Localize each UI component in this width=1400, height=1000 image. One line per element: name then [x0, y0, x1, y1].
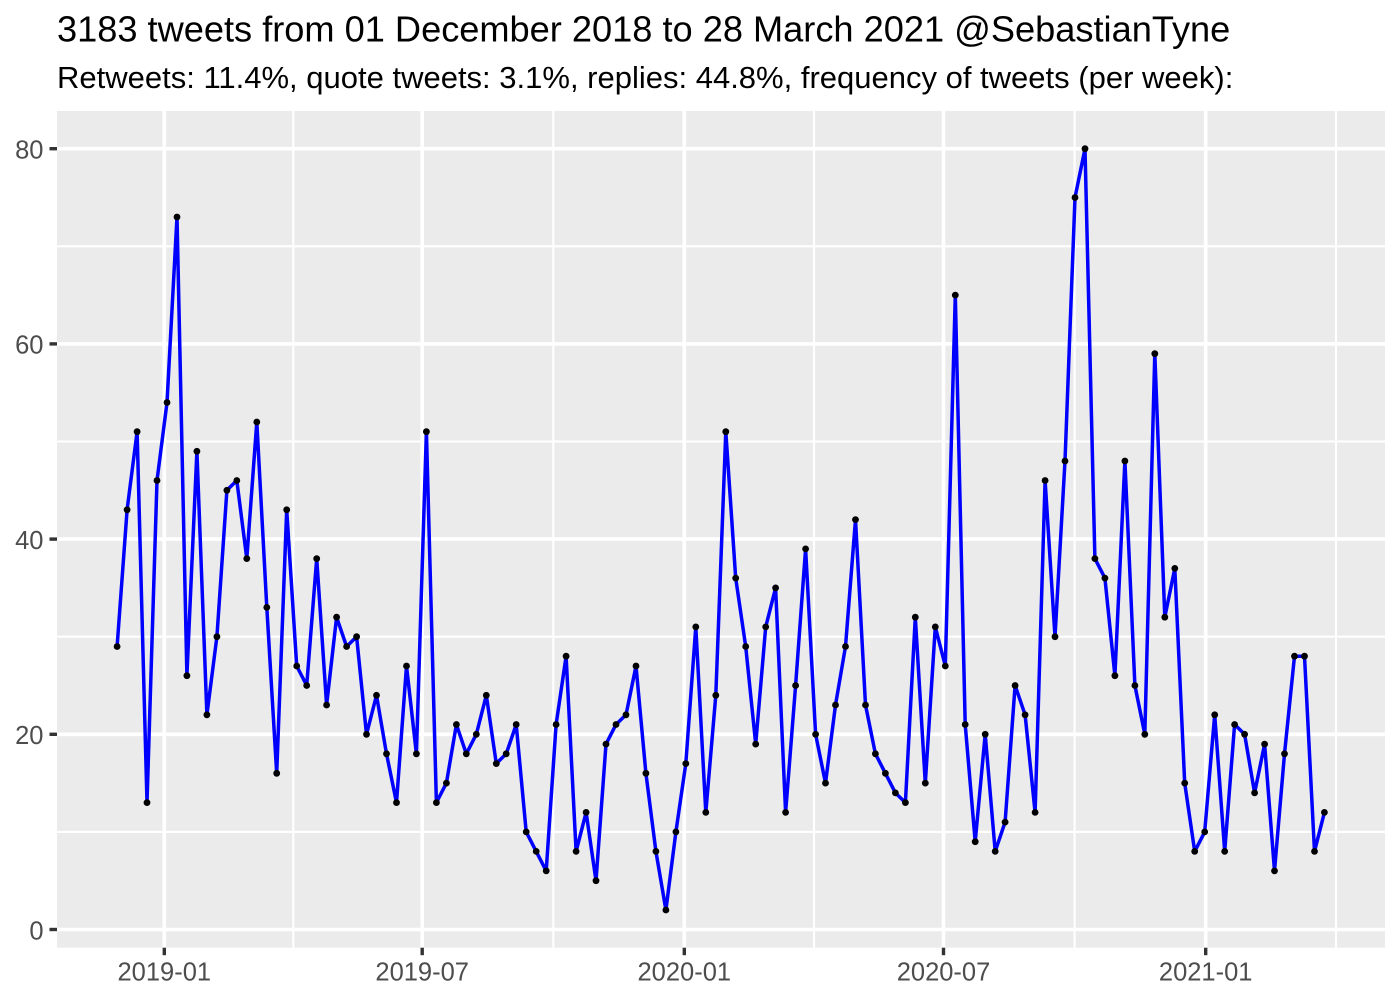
svg-text:Retweets: 11.4%, quote tweets:: Retweets: 11.4%, quote tweets: 3.1%, rep…	[57, 60, 1233, 95]
svg-text:2020-01: 2020-01	[638, 959, 732, 987]
svg-text:2021-01: 2021-01	[1159, 959, 1253, 987]
svg-text:20: 20	[15, 722, 43, 750]
svg-text:60: 60	[15, 332, 43, 360]
svg-text:2020-07: 2020-07	[897, 959, 991, 987]
svg-text:2019-01: 2019-01	[118, 959, 212, 987]
svg-text:80: 80	[15, 137, 43, 165]
svg-text:40: 40	[15, 527, 43, 555]
svg-text:0: 0	[29, 917, 43, 945]
svg-text:3183 tweets from 01 December 2: 3183 tweets from 01 December 2018 to 28 …	[57, 9, 1230, 50]
svg-text:2019-07: 2019-07	[375, 959, 469, 987]
